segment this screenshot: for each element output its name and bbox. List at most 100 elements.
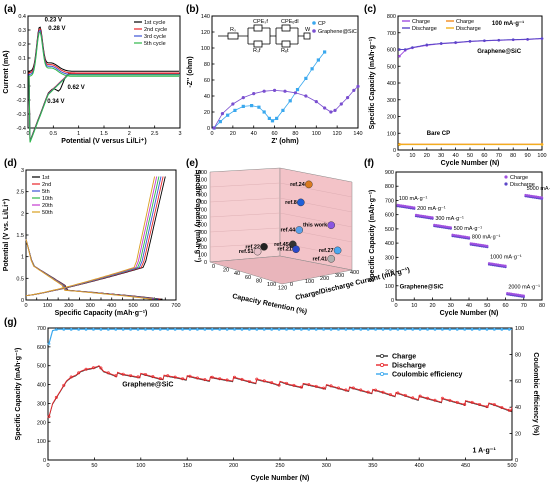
x-tick-label: 150: [183, 463, 192, 469]
rate-charge-point: [398, 204, 401, 207]
z-tick-label: 200: [320, 276, 329, 282]
point-label: this work: [303, 223, 328, 229]
y-axis-label: -Z'' (ohm): [187, 56, 194, 87]
x-tick-label: 60: [481, 153, 487, 159]
discharge-point: [121, 372, 125, 376]
y-tick-label: 140: [201, 14, 210, 20]
circuit-warburg: [303, 32, 311, 40]
ce-point: [262, 327, 266, 331]
ce-point: [389, 327, 392, 331]
legend-entry: 5th cycle: [144, 41, 166, 47]
x-tick-label: 120: [278, 286, 287, 292]
y-tick-label: 120: [201, 30, 210, 36]
rate-charge-point: [420, 214, 423, 218]
rate-charge-point: [487, 262, 491, 265]
comparison-point: [327, 221, 336, 229]
y-tick-label: 500: [385, 227, 394, 233]
y-tick-label: -0.4: [17, 126, 26, 132]
cv-series-line: [28, 31, 180, 143]
y-tick-label: 800: [387, 14, 396, 20]
ce-point: [329, 327, 333, 331]
y-tick-label: 200: [387, 115, 396, 121]
panel-label-a: (a): [4, 4, 16, 15]
rate-charge-point: [453, 233, 456, 237]
x-tick-label: 70: [496, 153, 502, 159]
panel-d-charge-discharge-chart: 0 100 200 300 400 500 600 700 0 0.5 1 1.5 2 2.5 3 Speci…: [3, 168, 181, 317]
y-tick-label: 0: [23, 70, 26, 76]
x-tick-label: 60: [272, 131, 278, 137]
nyquist-point: [323, 50, 327, 54]
ce-point: [277, 327, 281, 331]
ce-point: [485, 327, 489, 331]
rate-step-label: 800 mA·g⁻¹: [472, 235, 501, 241]
rate-charge-point: [455, 234, 458, 237]
y-tick-label: 400: [385, 241, 394, 247]
y-tick-label: -0.3: [17, 112, 26, 118]
discharge-point: [440, 396, 444, 400]
ce-point: [181, 327, 184, 331]
panel-label-e: (e): [186, 158, 198, 169]
discharge-point: [151, 375, 155, 379]
x-tick-label: 10: [411, 303, 417, 309]
x-tick-label: 40: [453, 153, 459, 159]
y-tick-label: 2: [21, 211, 24, 217]
z-tick-label: 300: [335, 273, 344, 279]
y-tick-label: 0: [43, 458, 46, 464]
cycle-point: [425, 43, 429, 47]
x-tick-label: 0: [210, 131, 213, 137]
x-tick-label: 20: [223, 268, 229, 274]
rate-charge-point: [484, 244, 487, 247]
circuit-label: Rₑt: [281, 48, 289, 54]
ce-point: [247, 327, 251, 331]
panel-a-cv-chart: 0 0.5 1 1.5 2 2.5 3 -0.4 -0.3 -0.2 -0.1 0 0.1 0.2 0.3 0…: [3, 14, 182, 145]
y-tick-label: 200: [198, 245, 207, 251]
discharge-point: [77, 371, 81, 375]
rate-charge-point: [509, 292, 513, 295]
grid-line: [209, 212, 281, 218]
rate-charge-point: [442, 225, 445, 228]
y2-axis-label: Coulombic efficiency (%): [532, 352, 539, 435]
charge-line: [48, 366, 513, 418]
legend-entry: 5th: [42, 189, 50, 195]
rate-charge-point: [535, 195, 538, 198]
rate-charge-point: [495, 263, 498, 266]
ce-point: [188, 327, 192, 331]
y-tick-label: 1: [21, 255, 24, 261]
cycle-point: [483, 39, 486, 42]
discharge-point: [500, 405, 504, 409]
discharge-point: [507, 408, 511, 412]
peak-annotation: 0.34 V: [47, 99, 64, 105]
point-label: ref.45: [274, 242, 289, 248]
y-tick-label: 80: [204, 62, 210, 68]
legend-marker: [379, 353, 384, 358]
discharge-point: [210, 375, 214, 379]
y-tick-label: 60: [204, 78, 210, 84]
rate-charge-point: [507, 292, 511, 295]
peak-annotation: 0.62 V: [67, 85, 84, 91]
ce-point: [463, 327, 467, 331]
discharge-point: [62, 383, 66, 387]
y-tick-label: 600: [387, 48, 396, 54]
cycle-point: [468, 39, 472, 43]
discharge-point: [418, 394, 422, 398]
peak-annotation: 0.28 V: [48, 26, 65, 32]
comparison-point: [333, 246, 342, 255]
y-tick-label: 0.2: [18, 42, 26, 48]
y-tick-label: 700: [37, 326, 46, 332]
y-tick-label: 0: [207, 126, 210, 132]
rate-charge-point: [502, 264, 505, 267]
x-tick-label: 0: [396, 153, 399, 159]
ce-point: [426, 327, 429, 331]
rate-charge-point: [403, 204, 407, 208]
x-tick-label: 2.5: [151, 131, 159, 137]
x-tick-label: 90: [525, 153, 531, 159]
ce-point: [411, 327, 415, 331]
x-tick-label: 2: [128, 131, 131, 137]
ce-point: [203, 327, 207, 331]
ce-point: [114, 327, 118, 331]
charge-curve: [25, 176, 156, 297]
x-tick-label: 500: [129, 303, 138, 309]
rate-charge-point: [405, 205, 409, 208]
ce-point: [322, 327, 326, 331]
